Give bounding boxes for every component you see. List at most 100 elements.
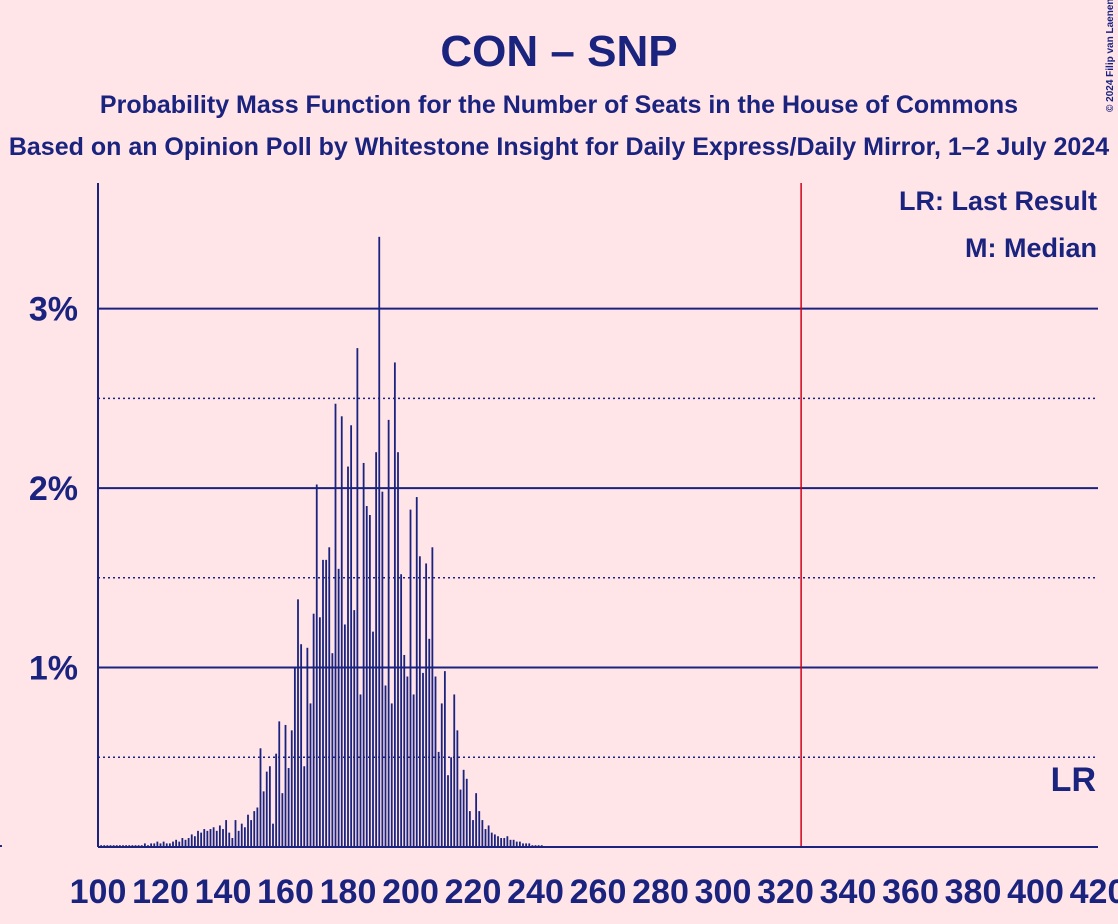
legend-entry: M: Median bbox=[965, 233, 1097, 263]
bar bbox=[243, 827, 246, 847]
bar bbox=[328, 547, 331, 847]
bar bbox=[384, 685, 387, 847]
bar bbox=[478, 811, 481, 847]
bar bbox=[234, 820, 237, 847]
bar bbox=[312, 613, 315, 847]
bar bbox=[418, 556, 421, 847]
bar bbox=[337, 568, 340, 847]
bar bbox=[522, 843, 524, 847]
bar bbox=[500, 838, 503, 847]
bar bbox=[393, 362, 396, 847]
bar bbox=[306, 647, 309, 847]
bar bbox=[281, 793, 284, 847]
bar bbox=[278, 721, 281, 847]
x-tick-label: 200 bbox=[382, 873, 439, 911]
bar bbox=[409, 509, 412, 847]
bar bbox=[493, 834, 496, 847]
bar bbox=[468, 811, 471, 847]
bar bbox=[212, 827, 215, 847]
bar bbox=[247, 814, 249, 847]
bar bbox=[165, 843, 168, 847]
x-tick-label: 100 bbox=[70, 873, 127, 911]
x-tick-label: 340 bbox=[820, 873, 877, 911]
bar bbox=[315, 484, 318, 847]
bar bbox=[343, 624, 346, 847]
bar bbox=[378, 236, 381, 848]
bar bbox=[375, 452, 378, 847]
bar bbox=[406, 676, 409, 847]
bar bbox=[168, 843, 171, 847]
x-tick-label: 240 bbox=[507, 873, 564, 911]
bar bbox=[300, 644, 303, 847]
y-tick-label: 2% bbox=[29, 470, 78, 508]
bar bbox=[325, 559, 328, 847]
bar bbox=[272, 823, 274, 847]
bar bbox=[472, 820, 474, 847]
bar bbox=[456, 730, 459, 847]
bar bbox=[387, 419, 390, 847]
bar bbox=[459, 789, 462, 847]
bar bbox=[193, 836, 196, 847]
bar bbox=[403, 654, 406, 847]
chart-subtitle-2: Based on an Opinion Poll by Whitestone I… bbox=[9, 133, 1109, 161]
bar bbox=[181, 838, 184, 847]
x-tick-label: 220 bbox=[445, 873, 502, 911]
bar bbox=[297, 599, 299, 847]
bar bbox=[368, 515, 371, 847]
bar bbox=[528, 843, 531, 847]
bar bbox=[143, 843, 146, 847]
x-tick-label: 180 bbox=[320, 873, 377, 911]
bar bbox=[353, 610, 356, 847]
bar bbox=[356, 348, 359, 847]
bar bbox=[381, 491, 384, 847]
x-tick-label: 120 bbox=[132, 873, 189, 911]
x-tick-label: 280 bbox=[632, 873, 689, 911]
bar bbox=[462, 769, 465, 847]
bar bbox=[197, 830, 199, 847]
y-tick-label: 1% bbox=[29, 650, 78, 688]
bar bbox=[437, 751, 440, 847]
bar bbox=[275, 753, 278, 847]
bar bbox=[293, 667, 296, 847]
bar bbox=[365, 506, 368, 847]
bar bbox=[450, 757, 453, 847]
x-tick-label: 300 bbox=[695, 873, 752, 911]
bar bbox=[150, 843, 153, 847]
bar bbox=[481, 820, 484, 847]
bar bbox=[390, 703, 393, 847]
bar bbox=[178, 841, 181, 847]
x-tick-label: 400 bbox=[1007, 873, 1064, 911]
x-tick-label: 360 bbox=[882, 873, 939, 911]
bar bbox=[340, 416, 343, 847]
bar bbox=[203, 829, 206, 847]
bar bbox=[490, 832, 493, 847]
bar bbox=[250, 820, 253, 847]
bar bbox=[153, 843, 156, 847]
x-tick-label: 160 bbox=[257, 873, 314, 911]
bar bbox=[190, 834, 193, 847]
bar bbox=[262, 791, 265, 847]
bar bbox=[240, 823, 243, 847]
bar bbox=[465, 778, 468, 847]
bar bbox=[284, 724, 287, 847]
bar bbox=[331, 653, 334, 847]
bar bbox=[397, 452, 399, 847]
x-tick-label: 320 bbox=[757, 873, 814, 911]
bar bbox=[440, 703, 443, 847]
bar bbox=[487, 825, 490, 847]
bar bbox=[218, 825, 221, 847]
bar bbox=[159, 843, 162, 847]
x-tick-label: 380 bbox=[945, 873, 1002, 911]
bar bbox=[318, 617, 321, 847]
bar bbox=[265, 771, 268, 847]
x-tick-label: 420 bbox=[1070, 873, 1118, 911]
bar bbox=[422, 672, 424, 847]
bar bbox=[253, 811, 256, 847]
bar bbox=[497, 836, 499, 847]
bar bbox=[431, 547, 434, 847]
bar bbox=[175, 839, 178, 847]
bar bbox=[428, 638, 431, 847]
bar bbox=[209, 829, 212, 847]
bar bbox=[222, 829, 224, 847]
